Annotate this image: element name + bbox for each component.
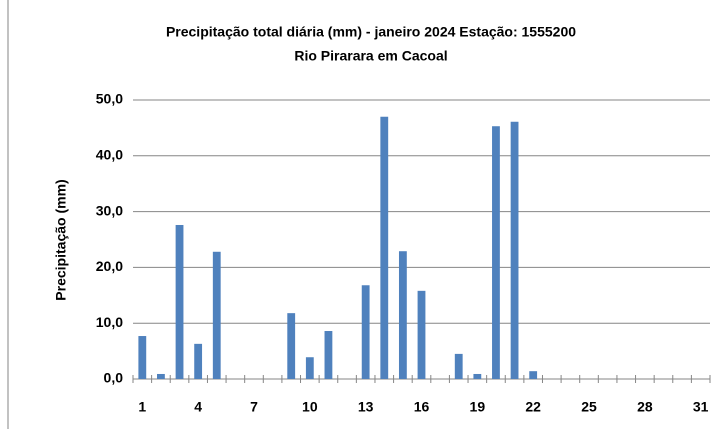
bar — [175, 224, 184, 379]
bar — [529, 371, 538, 379]
chart-title: Precipitação total diária (mm) - janeiro… — [166, 24, 576, 40]
x-tick-label: 10 — [302, 399, 318, 415]
x-tick-label: 7 — [250, 399, 258, 415]
x-tick-label: 28 — [637, 399, 653, 415]
bar — [454, 353, 463, 379]
y-tick-label: 30,0 — [96, 202, 123, 218]
y-tick-label: 40,0 — [96, 147, 123, 163]
y-axis-label: Precipitação (mm) — [53, 179, 69, 300]
x-tick-label: 13 — [358, 399, 374, 415]
y-tick-label: 10,0 — [96, 314, 123, 330]
chart-subtitle: Rio Pirarara em Cacoal — [294, 48, 447, 64]
bar — [361, 285, 370, 379]
x-tick-label: 16 — [414, 399, 430, 415]
x-tick-label: 4 — [194, 399, 202, 415]
bar — [324, 331, 333, 379]
bar — [510, 121, 519, 380]
x-tick-label: 1 — [138, 399, 146, 415]
bar — [305, 357, 314, 379]
bar — [492, 126, 500, 379]
bar — [473, 373, 482, 379]
bar — [212, 251, 221, 379]
x-tick-label: 22 — [525, 399, 541, 415]
bar — [287, 313, 296, 379]
bar — [194, 343, 203, 379]
y-tick-label: 20,0 — [96, 258, 123, 274]
x-tick-label: 25 — [581, 399, 597, 415]
x-tick-label: 31 — [693, 399, 709, 415]
bar — [157, 373, 165, 379]
bar — [380, 116, 389, 380]
bar — [417, 290, 426, 379]
bar — [138, 336, 147, 379]
y-tick-label: 50,0 — [96, 91, 123, 107]
bar — [398, 251, 407, 379]
x-tick-label: 19 — [470, 399, 486, 415]
y-tick-label: 0,0 — [104, 370, 124, 386]
